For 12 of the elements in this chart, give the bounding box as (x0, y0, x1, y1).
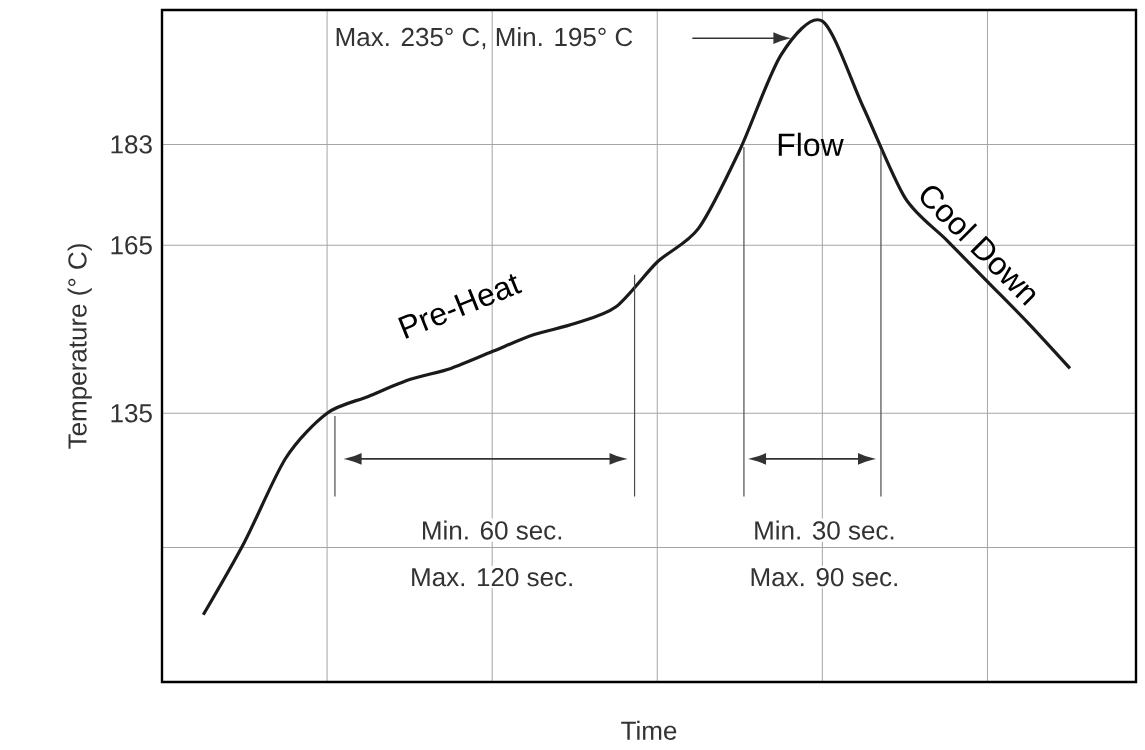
annotation: Max. 90 sec. (751, 567, 897, 587)
y-tick-label: 135 (111, 403, 152, 423)
annotation: Max. 120 sec. (412, 567, 572, 587)
x-axis-title: Time (621, 720, 677, 740)
y-axis-title: Temperature (° C) (67, 244, 92, 449)
annotation: Flow (778, 132, 844, 157)
annotation: Min. 60 sec. (423, 520, 562, 540)
annotation: Min. 30 sec. (755, 520, 894, 540)
line-series (201, 18, 1072, 617)
y-tick-label: 165 (111, 235, 152, 255)
annotation: Max. 235° C, Min. 195° C (336, 27, 633, 50)
y-tick-label: 183 (111, 135, 152, 154)
